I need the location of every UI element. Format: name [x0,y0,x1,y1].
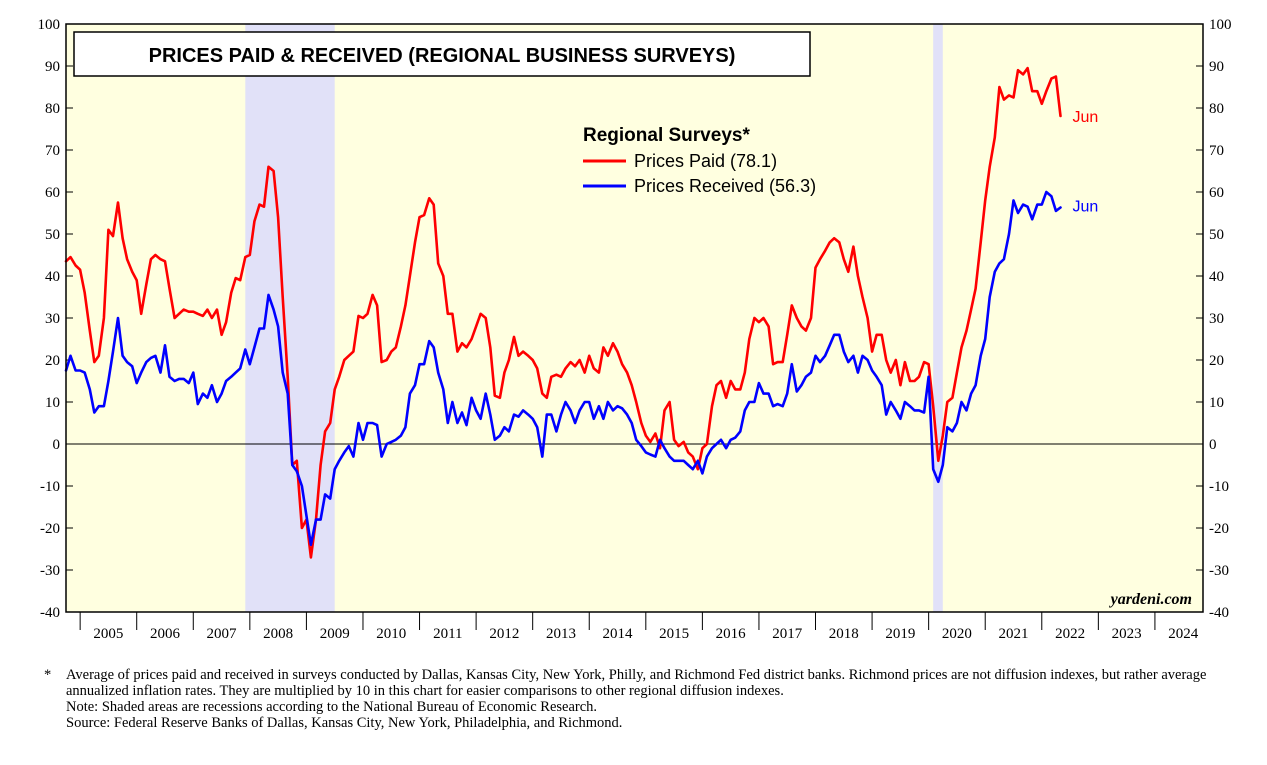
recession-band-1 [245,24,335,612]
y-tick-label-left: 60 [45,185,60,201]
year-label: 2018 [829,626,859,642]
legend-label-received: Prices Received (56.3) [634,176,816,196]
year-label: 2017 [772,626,803,642]
y-tick-label-left: 0 [53,437,61,453]
series-line-prices-paid [64,66,1062,559]
source-text: Source: Federal Reserve Banks of Dallas,… [66,715,623,731]
y-tick-label-left: -20 [40,521,60,537]
year-label: 2011 [433,626,462,642]
y-tick-label-left: 10 [45,395,60,411]
year-label: 2010 [376,626,406,642]
series-lines [64,66,1062,559]
series-line-prices-received [64,190,1062,547]
y-tick-label-right: 100 [1209,17,1232,33]
year-label: 2021 [999,626,1029,642]
y-tick-label-right: 80 [1209,101,1224,117]
footnote-star: * Average of prices paid and received in… [44,667,1234,699]
y-tick-label-left: -10 [40,479,60,495]
note-text: Note: Shaded areas are recessions accord… [66,699,598,715]
year-label: 2013 [546,626,576,642]
y-tick-label-right: 10 [1209,395,1224,411]
y-tick-label-left: -40 [40,605,60,621]
y-tick-label-right: 60 [1209,185,1224,201]
year-label: 2005 [93,626,123,642]
y-tick-label-left: 50 [45,227,60,243]
year-label: 2022 [1055,626,1085,642]
y-tick-label-right: 40 [1209,269,1224,285]
y-tick-label-right: 0 [1209,437,1217,453]
recession-band-2 [933,24,943,612]
y-tick-label-right: -30 [1209,563,1229,579]
watermark: yardeni.com [1109,591,1192,608]
title-box: PRICES PAID & RECEIVED (REGIONAL BUSINES… [73,31,811,77]
year-label: 2006 [150,626,181,642]
year-label: 2024 [1168,626,1199,642]
year-label: 2019 [885,626,915,642]
plot-background [66,24,1203,612]
y-tick-label-left: 80 [45,101,60,117]
y-tick-label-left: 40 [45,269,60,285]
y-tick-label-left: 70 [45,143,60,159]
y-tick-label-right: 70 [1209,143,1224,159]
y-tick-label-right: 20 [1209,353,1224,369]
year-label: 2015 [659,626,689,642]
year-label: 2007 [207,626,238,642]
x-axis-year-labels: 2005 2006 2007 2008 2009 2010 2011 2012 2013 2014… [93,626,1198,642]
y-tick-label-right: -10 [1209,479,1229,495]
year-label: 2020 [942,626,972,642]
legend-label-paid: Prices Paid (78.1) [634,151,777,171]
y-tick-label-right: 30 [1209,311,1224,327]
footnote-marker: * [44,667,52,683]
y-tick-label-right: -20 [1209,521,1229,537]
year-label: 2023 [1112,626,1142,642]
legend-title: Regional Surveys* [583,125,750,146]
y-tick-label-right: 90 [1209,59,1224,75]
y-tick-label-left: 30 [45,311,60,327]
year-label: 2016 [716,626,747,642]
end-label-received: Jun [1072,199,1098,216]
plot-frame [65,23,1204,613]
year-label: 2014 [603,626,634,642]
year-label: 2008 [263,626,293,642]
end-label-paid: Jun [1072,109,1098,126]
y-tick-label-left: 90 [45,59,60,75]
year-label: 2012 [489,626,519,642]
chart-title: PRICES PAID & RECEIVED (REGIONAL BUSINES… [149,45,736,67]
recession-shading [245,24,943,612]
y-tick-label-right: -40 [1209,605,1229,621]
footnote-text: Average of prices paid and received in s… [66,667,1207,699]
y-tick-label-left: 20 [45,353,60,369]
y-tick-label-left: 100 [38,17,61,33]
year-label: 2009 [320,626,350,642]
legend: Regional Surveys* Prices Paid (78.1) Pri… [583,125,816,196]
footnotes: * Average of prices paid and received in… [44,667,1234,731]
y-tick-label-left: -30 [40,563,60,579]
y-tick-label-right: 50 [1209,227,1224,243]
